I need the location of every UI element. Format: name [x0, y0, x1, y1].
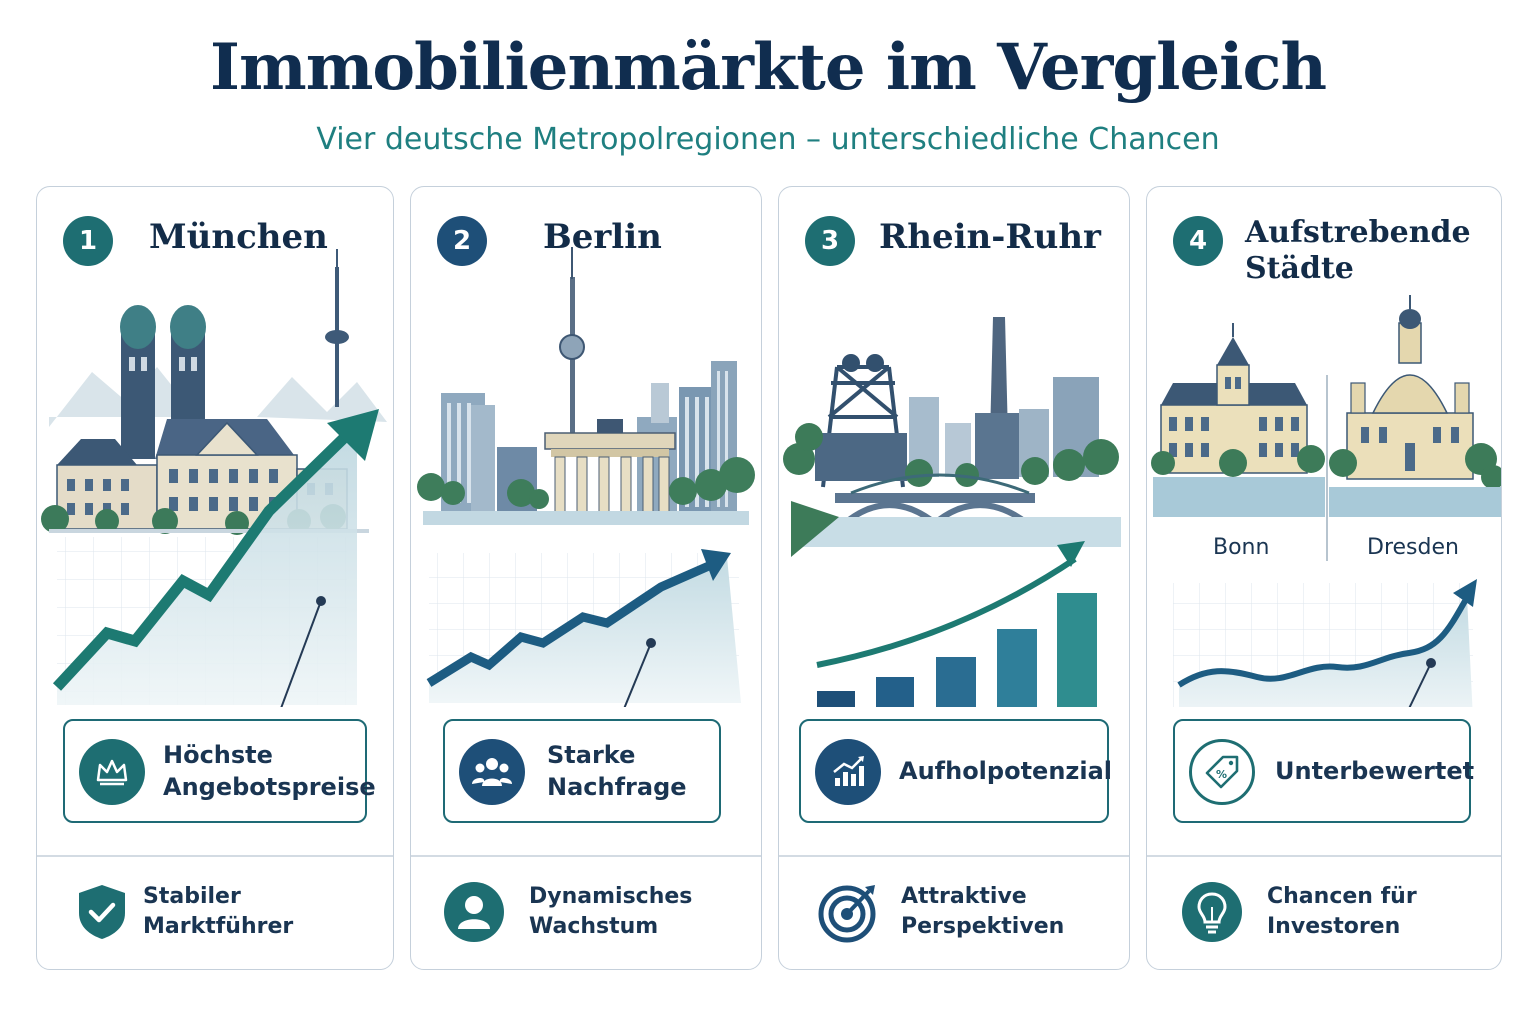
feature-box: % Unterbewertet: [1173, 719, 1475, 823]
card-number-badge: 1: [63, 216, 113, 266]
feature-box: Starke Nachfrage: [443, 719, 721, 823]
feature-label: Starke Nachfrage: [547, 741, 687, 801]
city-title: Aufstrebende Städte: [1245, 215, 1471, 286]
feature-box: Aufholpotenzial: [799, 719, 1113, 823]
munich-skyline-illustration: [41, 249, 387, 707]
shield-check-icon: [79, 885, 125, 939]
city-label-bonn: Bonn: [1213, 535, 1270, 560]
feature-label: Höchste Angebotspreise: [163, 741, 376, 801]
city-title: Rhein-Ruhr: [879, 217, 1101, 257]
feature-label: Unterbewertet: [1275, 757, 1475, 785]
page-title: Immobilienmärkte im Vergleich: [210, 30, 1327, 105]
card-divider: [1147, 855, 1501, 857]
bottom-label: Attraktive Perspektiven: [901, 884, 1065, 939]
card-divider: [37, 855, 393, 857]
page-subtitle: Vier deutsche Metropolregionen – untersc…: [316, 122, 1220, 157]
bottom-label: Chancen für Investoren: [1267, 884, 1417, 939]
card-number-badge: 3: [805, 216, 855, 266]
card-number-badge: 4: [1173, 216, 1223, 266]
feature-box: Höchste Angebotspreise: [63, 719, 376, 823]
growth-chart-icon: [815, 739, 881, 805]
svg-text:%: %: [1216, 768, 1227, 781]
feature-label: Aufholpotenzial: [899, 757, 1113, 785]
bonn-dresden-illustration: [1151, 295, 1501, 707]
price-tag-icon: %: [1189, 739, 1255, 805]
card-divider: [411, 855, 761, 857]
lightbulb-icon: [1182, 882, 1242, 942]
city-title: Berlin: [543, 217, 662, 257]
bottom-label: Dynamisches Wachstum: [529, 884, 693, 939]
card-berlin: 2 Berlin: [410, 186, 762, 970]
card-divider: [779, 855, 1129, 857]
city-label-dresden: Dresden: [1367, 535, 1459, 560]
card-rhein-ruhr: 3 Rhein-Ruhr: [778, 186, 1130, 970]
people-group-icon: [459, 739, 525, 805]
card-aufstrebende-staedte: 4 Aufstrebende Städte: [1146, 186, 1502, 970]
target-icon: [818, 885, 876, 943]
bottom-label: Stabiler Marktführer: [143, 884, 294, 939]
berlin-skyline-illustration: [417, 247, 755, 707]
crown-icon: [79, 739, 145, 805]
card-number-badge: 2: [437, 216, 487, 266]
card-muenchen: 1 München: [36, 186, 394, 970]
ruhr-industrial-illustration: [783, 317, 1121, 707]
person-icon: [444, 882, 504, 942]
city-title: München: [149, 217, 328, 257]
